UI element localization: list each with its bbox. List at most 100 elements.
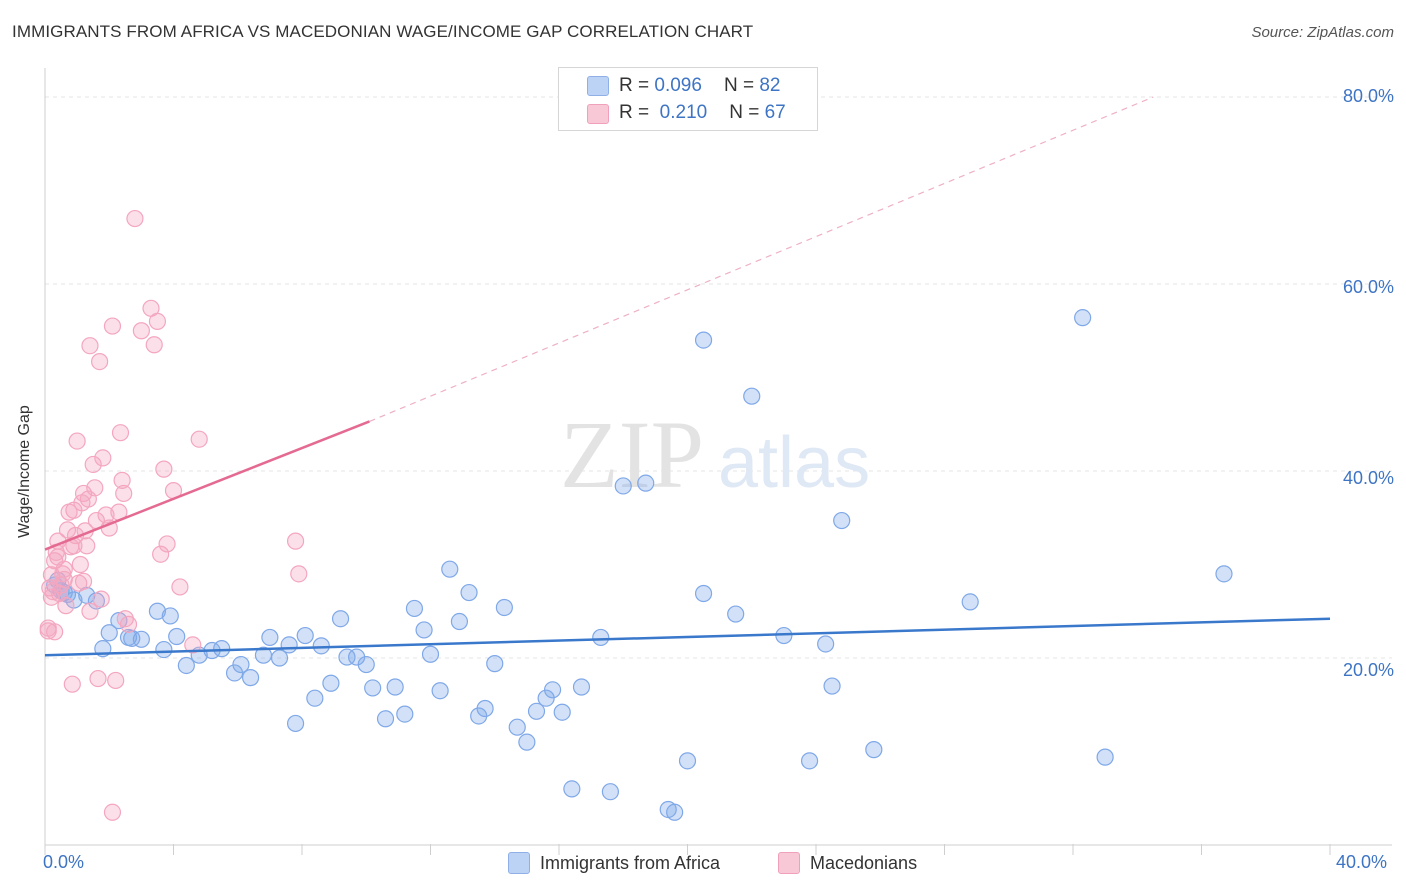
africa-point — [213, 640, 231, 658]
africa-point — [286, 714, 305, 733]
africa-point — [431, 682, 449, 700]
africa-point — [518, 733, 536, 751]
bottom-legend-swatch-macedonians — [778, 852, 800, 874]
africa-point — [280, 636, 298, 654]
macedonians-point — [94, 449, 112, 467]
macedonians-point — [92, 590, 110, 608]
africa-point — [357, 655, 375, 674]
macedonians-point — [81, 602, 99, 620]
macedonians-point — [57, 597, 75, 615]
africa-point — [306, 689, 324, 707]
africa-point — [1096, 748, 1114, 766]
africa-point — [1215, 565, 1233, 583]
macedonians-point — [89, 669, 107, 688]
africa-point — [527, 702, 546, 720]
africa-point — [331, 610, 350, 628]
africa-point — [833, 511, 851, 530]
legend-swatch-macedonians — [587, 104, 609, 124]
africa-point — [666, 803, 684, 821]
source-label: Source: ZipAtlas.com — [1251, 24, 1394, 41]
macedonians-point — [116, 610, 134, 628]
macedonians-point — [286, 532, 305, 550]
legend-swatch-africa — [587, 76, 609, 96]
legend-r-label: R = — [619, 102, 650, 123]
africa-point — [563, 780, 581, 798]
africa-point — [694, 584, 713, 603]
africa-point — [161, 607, 179, 625]
africa-point — [168, 627, 186, 646]
africa-point — [396, 705, 414, 723]
macedonians-point — [145, 336, 163, 354]
africa-point — [865, 741, 883, 759]
africa-point — [421, 645, 440, 663]
macedonians-point — [97, 506, 115, 524]
y-tick-80: 80.0% — [1342, 86, 1394, 106]
africa-point — [800, 752, 819, 770]
africa-point — [261, 628, 279, 647]
africa-point — [100, 624, 118, 642]
africa-point — [148, 602, 167, 620]
africa-point — [177, 656, 195, 675]
africa-point — [678, 752, 697, 770]
africa-point — [817, 635, 835, 653]
africa-point — [637, 474, 655, 492]
africa-point — [823, 677, 841, 695]
trend-line-macedonians-extrapolated — [369, 96, 1154, 422]
series-africa-points — [46, 309, 1233, 821]
bottom-legend-swatch-africa — [508, 852, 530, 874]
legend-r-label: R = — [619, 75, 650, 96]
correlation-legend: R = 0.096 N = 82 R = 0.210 N = 67 — [558, 67, 818, 131]
africa-point — [1074, 309, 1092, 327]
africa-point — [441, 560, 459, 578]
macedonians-point — [81, 337, 99, 355]
macedonians-point — [171, 578, 189, 596]
africa-point — [572, 678, 591, 696]
macedonians-point — [132, 322, 150, 340]
watermark-zip: ZIP — [560, 401, 704, 508]
legend-n-value: 67 — [764, 102, 786, 123]
macedonians-point — [111, 424, 130, 442]
bottom-legend-macedonians: Macedonians — [778, 852, 917, 874]
africa-point — [132, 630, 150, 648]
macedonians-point — [63, 675, 81, 693]
africa-point — [110, 611, 128, 630]
africa-point — [405, 599, 424, 618]
africa-point — [270, 649, 289, 667]
africa-point — [495, 598, 513, 617]
macedonians-point — [103, 317, 122, 335]
macedonians-point — [113, 471, 131, 489]
africa-point — [376, 710, 395, 728]
africa-point — [364, 679, 382, 697]
grid-layer — [45, 96, 1392, 659]
macedonians-point — [107, 671, 125, 690]
x-tick-40: 40.0% — [1336, 852, 1388, 872]
africa-point — [312, 637, 330, 655]
africa-point — [553, 703, 571, 721]
africa-point — [415, 621, 433, 639]
africa-point — [592, 628, 610, 647]
africa-point — [614, 477, 632, 495]
macedonians-point — [39, 622, 57, 640]
africa-point — [450, 612, 469, 631]
africa-point — [338, 648, 356, 666]
macedonians-point — [126, 209, 144, 228]
legend-row-africa: R = 0.096 N = 82 — [619, 74, 780, 98]
africa-point — [508, 718, 526, 736]
x-tick-0: 0.0% — [43, 852, 85, 872]
macedonians-point — [68, 432, 86, 450]
legend-n-label: N = — [729, 102, 760, 123]
macedonians-point — [74, 572, 93, 590]
macedonians-point — [184, 636, 202, 654]
africa-point — [476, 699, 494, 718]
y-axis-label: Wage/Income Gap — [16, 405, 33, 538]
africa-point — [694, 331, 713, 349]
legend-n-label: N = — [723, 75, 755, 96]
macedonians-point — [71, 555, 89, 574]
macedonians-point — [49, 548, 67, 566]
africa-point — [386, 678, 404, 696]
macedonians-point — [42, 588, 61, 606]
macedonians-point — [119, 615, 138, 633]
macedonians-point — [190, 430, 208, 448]
legend-r-value: 0.210 — [659, 102, 708, 123]
trend-line-africa — [44, 617, 1331, 657]
